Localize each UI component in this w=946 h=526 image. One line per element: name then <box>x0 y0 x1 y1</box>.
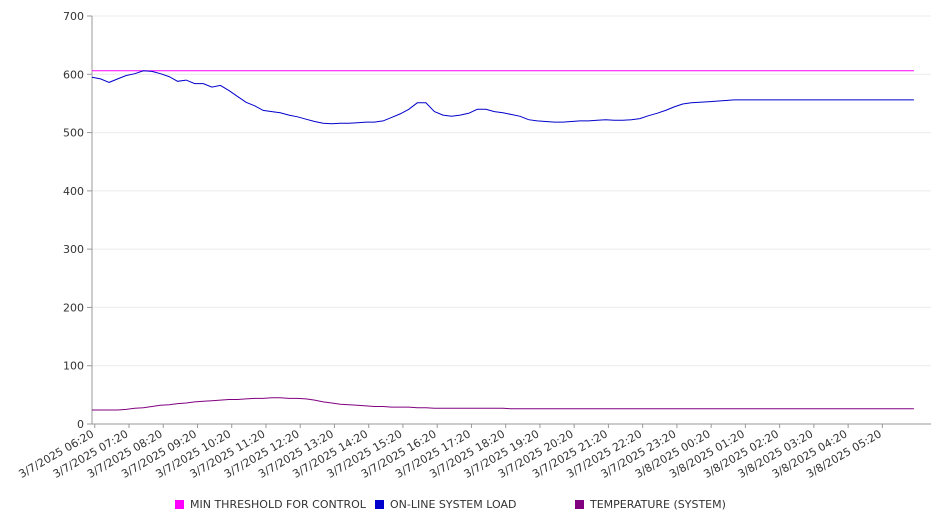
series-line-1 <box>91 70 914 125</box>
y-tick-label: 200 <box>63 301 84 314</box>
y-tick-label: 700 <box>63 10 84 23</box>
y-tick-label: 400 <box>63 185 84 198</box>
y-tick-label: 600 <box>63 68 84 81</box>
y-tick-label: 0 <box>77 418 84 431</box>
legend-item: TEMPERATURE (SYSTEM) <box>575 498 726 511</box>
legend-label: TEMPERATURE (SYSTEM) <box>590 498 726 511</box>
legend-label: MIN THRESHOLD FOR CONTROL <box>190 498 366 511</box>
legend-label: ON-LINE SYSTEM LOAD <box>390 498 517 511</box>
legend-swatch <box>375 500 384 509</box>
y-tick-label: 100 <box>63 360 84 373</box>
chart-legend: MIN THRESHOLD FOR CONTROL ON-LINE SYSTEM … <box>0 498 946 514</box>
series-line-2 <box>92 397 914 411</box>
y-tick-label: 500 <box>63 127 84 140</box>
legend-swatch <box>575 500 584 509</box>
y-tick-label: 300 <box>63 243 84 256</box>
legend-item: ON-LINE SYSTEM LOAD <box>375 498 516 511</box>
legend-item: MIN THRESHOLD FOR CONTROL <box>175 498 366 511</box>
legend-swatch <box>175 500 184 509</box>
